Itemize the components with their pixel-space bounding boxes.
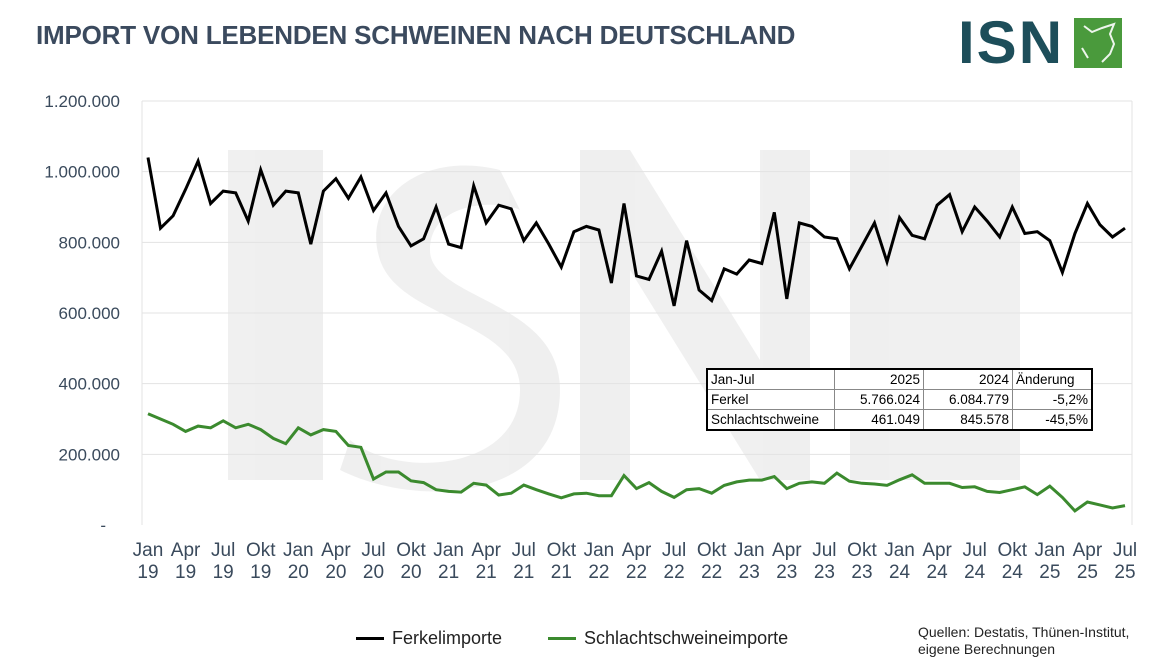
- chart-title: IMPORT VON LEBENDEN SCHWEINEN NACH DEUTS…: [36, 20, 796, 50]
- source-note: Quellen: Destatis, Thünen-Institut, eige…: [918, 624, 1148, 658]
- x-tick-label: 22: [664, 562, 685, 583]
- x-tick-label: 20: [288, 562, 309, 583]
- x-tick-label: Apr: [1073, 540, 1103, 561]
- x-tick-label: Jan: [133, 540, 164, 561]
- x-tick-label: Okt: [697, 540, 727, 561]
- summary-table: Jan-Jul 2025 2024 Änderung Ferkel 5.766.…: [706, 368, 1093, 431]
- x-tick-label: 22: [626, 562, 647, 583]
- x-tick-label: Jul: [963, 540, 987, 561]
- table-cell: -45,5%: [1012, 409, 1093, 431]
- table-cell: 6.084.779: [923, 389, 1013, 410]
- x-tick-label: 23: [851, 562, 872, 583]
- x-tick-label: 22: [588, 562, 609, 583]
- x-tick-label: 23: [739, 562, 760, 583]
- table-row: Schlachtschweine 461.049 845.578 -45,5%: [706, 409, 1093, 431]
- x-tick-label: 24: [889, 562, 911, 583]
- table-cell: 2025: [834, 368, 924, 390]
- x-tick-label: 21: [513, 562, 534, 583]
- x-tick-label: 19: [137, 562, 158, 583]
- legend-label-ferkel: Ferkelimporte: [392, 628, 503, 648]
- x-tick-label: Jan: [1035, 540, 1066, 561]
- x-tick-label: 20: [400, 562, 421, 583]
- x-tick-label: Jul: [211, 540, 235, 561]
- x-tick-label: Apr: [321, 540, 351, 561]
- x-tick-label: 21: [551, 562, 572, 583]
- x-tick-label: Jul: [1113, 540, 1137, 561]
- x-tick-label: Jul: [812, 540, 836, 561]
- x-tick-label: 23: [776, 562, 797, 583]
- x-tick-label: Jan: [283, 540, 314, 561]
- legend-swatch-ferkel: [356, 637, 384, 640]
- table-header-row: Jan-Jul 2025 2024 Änderung: [706, 368, 1093, 390]
- x-tick-label: Jul: [662, 540, 686, 561]
- x-tick-label: Okt: [547, 540, 577, 561]
- chart-legend: Ferkelimporte Schlachtschweineimporte: [356, 628, 788, 649]
- source-line: eigene Berechnungen: [918, 641, 1056, 657]
- logo-text: ISN: [958, 9, 1065, 76]
- y-tick-label: 400.000: [59, 375, 120, 394]
- isn-watermark: [228, 150, 1020, 492]
- x-tick-label: 20: [363, 562, 384, 583]
- y-tick-label: 1.000.000: [44, 163, 120, 182]
- y-tick-label: 200.000: [59, 445, 120, 464]
- legend-item-schlacht: Schlachtschweineimporte: [548, 628, 788, 649]
- line-chart: - 200.000 400.000 600.000 800.000 1.000.000 1.…: [44, 92, 1137, 583]
- table-cell: Änderung: [1012, 368, 1093, 390]
- table-cell: Jan-Jul: [706, 368, 835, 390]
- x-tick-label: 24: [1002, 562, 1024, 583]
- series-line-schlachtschweineimporte: [147, 412, 1126, 513]
- x-tick-label: Jan: [884, 540, 915, 561]
- x-tick-label: Okt: [396, 540, 426, 561]
- x-tick-label: Apr: [622, 540, 652, 561]
- x-tick-label: 21: [438, 562, 459, 583]
- source-line: Quellen: Destatis, Thünen-Institut,: [918, 624, 1130, 640]
- x-tick-label: 25: [1039, 562, 1060, 583]
- y-tick-label: 600.000: [59, 304, 120, 323]
- x-tick-label: 20: [325, 562, 346, 583]
- table-cell: 2024: [923, 368, 1013, 390]
- table-cell: 461.049: [834, 409, 924, 431]
- x-tick-label: Okt: [997, 540, 1027, 561]
- x-tick-label: 19: [175, 562, 196, 583]
- table-cell: 5.766.024: [834, 389, 924, 410]
- pig-head-icon: [1074, 18, 1122, 68]
- legend-item-ferkel: Ferkelimporte: [356, 628, 502, 649]
- table-cell: -5,2%: [1012, 389, 1093, 410]
- y-tick-label: -: [100, 516, 106, 535]
- x-tick-label: 21: [476, 562, 497, 583]
- x-tick-label: Okt: [246, 540, 276, 561]
- x-tick-label: Jan: [433, 540, 464, 561]
- x-tick-label: Jan: [734, 540, 765, 561]
- table-cell: Schlachtschweine: [706, 409, 835, 431]
- x-tick-label: Apr: [922, 540, 952, 561]
- y-tick-label: 1.200.000: [44, 92, 120, 111]
- x-tick-label: Apr: [171, 540, 201, 561]
- y-tick-label: 800.000: [59, 233, 120, 252]
- x-tick-label: Jul: [512, 540, 536, 561]
- isn-logo: ISN: [958, 10, 1126, 76]
- x-tick-label: 22: [701, 562, 722, 583]
- x-tick-label: 25: [1077, 562, 1098, 583]
- legend-swatch-schlacht: [548, 637, 577, 640]
- x-tick-label: Jul: [361, 540, 385, 561]
- x-tick-label: 25: [1114, 562, 1135, 583]
- table-cell: Ferkel: [706, 389, 835, 410]
- x-tick-label: 19: [213, 562, 234, 583]
- x-tick-label: 24: [964, 562, 986, 583]
- x-tick-label: Jan: [584, 540, 615, 561]
- x-tick-label: Apr: [471, 540, 501, 561]
- table-cell: 845.578: [923, 409, 1013, 431]
- x-tick-label: 23: [814, 562, 835, 583]
- x-tick-label: 24: [927, 562, 949, 583]
- series-line-ferkelimporte: [146, 156, 1126, 307]
- x-tick-label: 19: [250, 562, 271, 583]
- legend-label-schlacht: Schlachtschweineimporte: [584, 628, 789, 648]
- x-tick-label: Okt: [847, 540, 877, 561]
- x-tick-label: Apr: [772, 540, 802, 561]
- table-row: Ferkel 5.766.024 6.084.779 -5,2%: [706, 389, 1093, 410]
